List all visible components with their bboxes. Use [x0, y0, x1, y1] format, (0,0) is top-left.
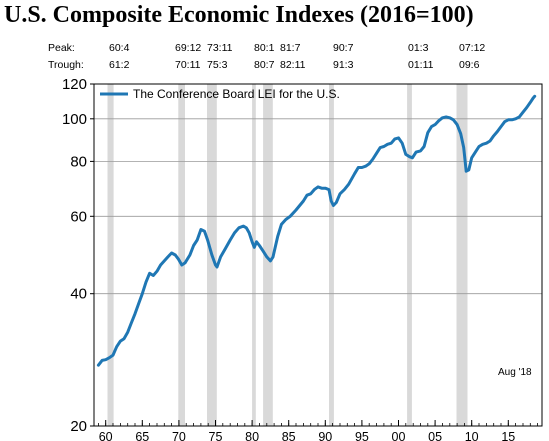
y-tick-label: 100 [62, 111, 87, 128]
x-tick-label: 10 [465, 430, 479, 441]
x-tick-label: 05 [428, 430, 442, 441]
trough-date: 70:11 [175, 59, 201, 71]
y-tick-label: 40 [70, 286, 87, 303]
peak-date: 01:3 [408, 42, 429, 54]
peak-date: 90:7 [333, 42, 354, 54]
recession-band [456, 84, 468, 426]
trough-date: 75:3 [207, 59, 228, 71]
y-tick-label: 120 [62, 76, 87, 93]
peak-date: 60:4 [109, 42, 130, 54]
recession-band [263, 84, 273, 426]
peak-date: 07:12 [459, 42, 486, 54]
y-tick-label: 60 [70, 208, 87, 225]
recession-band [407, 84, 412, 426]
y-tick-label: 80 [70, 153, 87, 170]
legend: The Conference Board LEI for the U.S. [100, 87, 340, 101]
x-tick-label: 80 [245, 430, 259, 441]
trough-label: Trough: [48, 59, 84, 71]
date-annotation: Aug '18 [498, 367, 532, 378]
chart-title: U.S. Composite Economic Indexes (2016=10… [4, 2, 474, 28]
trough-date: 80:7 [254, 59, 275, 71]
trough-date: 09:6 [459, 59, 480, 71]
trough-date: 82:11 [280, 59, 306, 71]
peak-date: 69:12 [175, 42, 202, 54]
trough-date: 01:11 [408, 59, 434, 71]
peak-date: 81:7 [280, 42, 301, 54]
recession-band [329, 84, 334, 426]
recession-band [178, 84, 185, 426]
peak-label: Peak: [48, 42, 75, 54]
x-tick-label: 90 [318, 430, 332, 441]
plot-frame [93, 83, 543, 427]
x-tick-label: 85 [282, 430, 296, 441]
trough-date: 91:3 [333, 59, 354, 71]
x-tick-label: 15 [501, 430, 515, 441]
trough-date: 61:2 [109, 59, 130, 71]
x-tick-label: 60 [99, 430, 113, 441]
x-tick-label: 75 [209, 430, 223, 441]
x-tick-label: 95 [355, 430, 369, 441]
x-tick-label: 65 [135, 430, 149, 441]
recession-band [252, 84, 256, 426]
x-tick-label: 00 [392, 430, 406, 441]
lei-series-line [96, 94, 537, 367]
peak-date: 80:1 [254, 42, 275, 54]
x-tick-label: 70 [172, 430, 186, 441]
y-tick-label: 20 [70, 418, 87, 435]
peak-date: 73:11 [207, 42, 233, 54]
legend-label: The Conference Board LEI for the U.S. [133, 87, 340, 101]
recession-band [107, 84, 114, 426]
